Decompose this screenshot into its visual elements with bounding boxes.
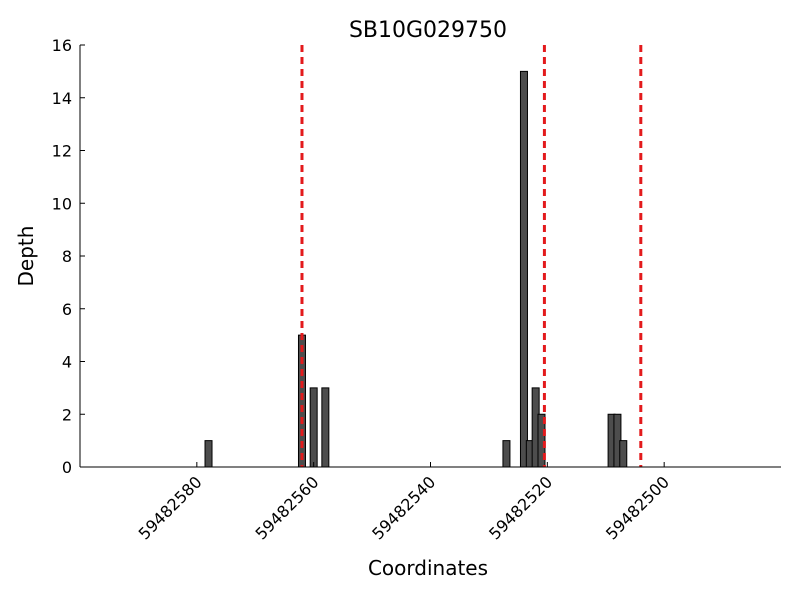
y-tick-label-0: 0 (62, 458, 72, 477)
y-tick-label-2: 4 (62, 353, 72, 372)
y-axis-label: Depth (14, 226, 38, 287)
reference-lines-layer (300, 45, 643, 467)
bar-2 (309, 387, 318, 468)
x-tick-label-2: 59482540 (368, 472, 439, 543)
y-tick-label-4: 8 (62, 247, 72, 266)
x-tick-label-4: 59482500 (602, 472, 673, 543)
bar-4 (502, 440, 511, 468)
bar-5 (519, 70, 528, 468)
y-tick-label-1: 2 (62, 405, 72, 424)
x-axis-label: Coordinates (368, 556, 488, 580)
bar-3 (321, 387, 330, 468)
bar-0 (204, 440, 213, 468)
y-tick-label-7: 14 (52, 89, 72, 108)
y-tick-label-8: 16 (52, 36, 72, 55)
y-tick-label-6: 12 (52, 142, 72, 161)
x-tick-label-0: 59482580 (135, 472, 206, 543)
bar-11 (619, 440, 628, 468)
x-tick-label-3: 59482520 (485, 472, 556, 543)
x-tick-label-1: 59482560 (251, 472, 322, 543)
y-tick-label-3: 6 (62, 300, 72, 319)
y-tick-label-5: 10 (52, 194, 72, 213)
chart-title: SB10G029750 (349, 18, 507, 43)
bars-layer (204, 70, 628, 468)
axes-layer: 0 2 4 6 8 10 12 14 16 59482580 59482560 59482540 594… (52, 36, 781, 543)
